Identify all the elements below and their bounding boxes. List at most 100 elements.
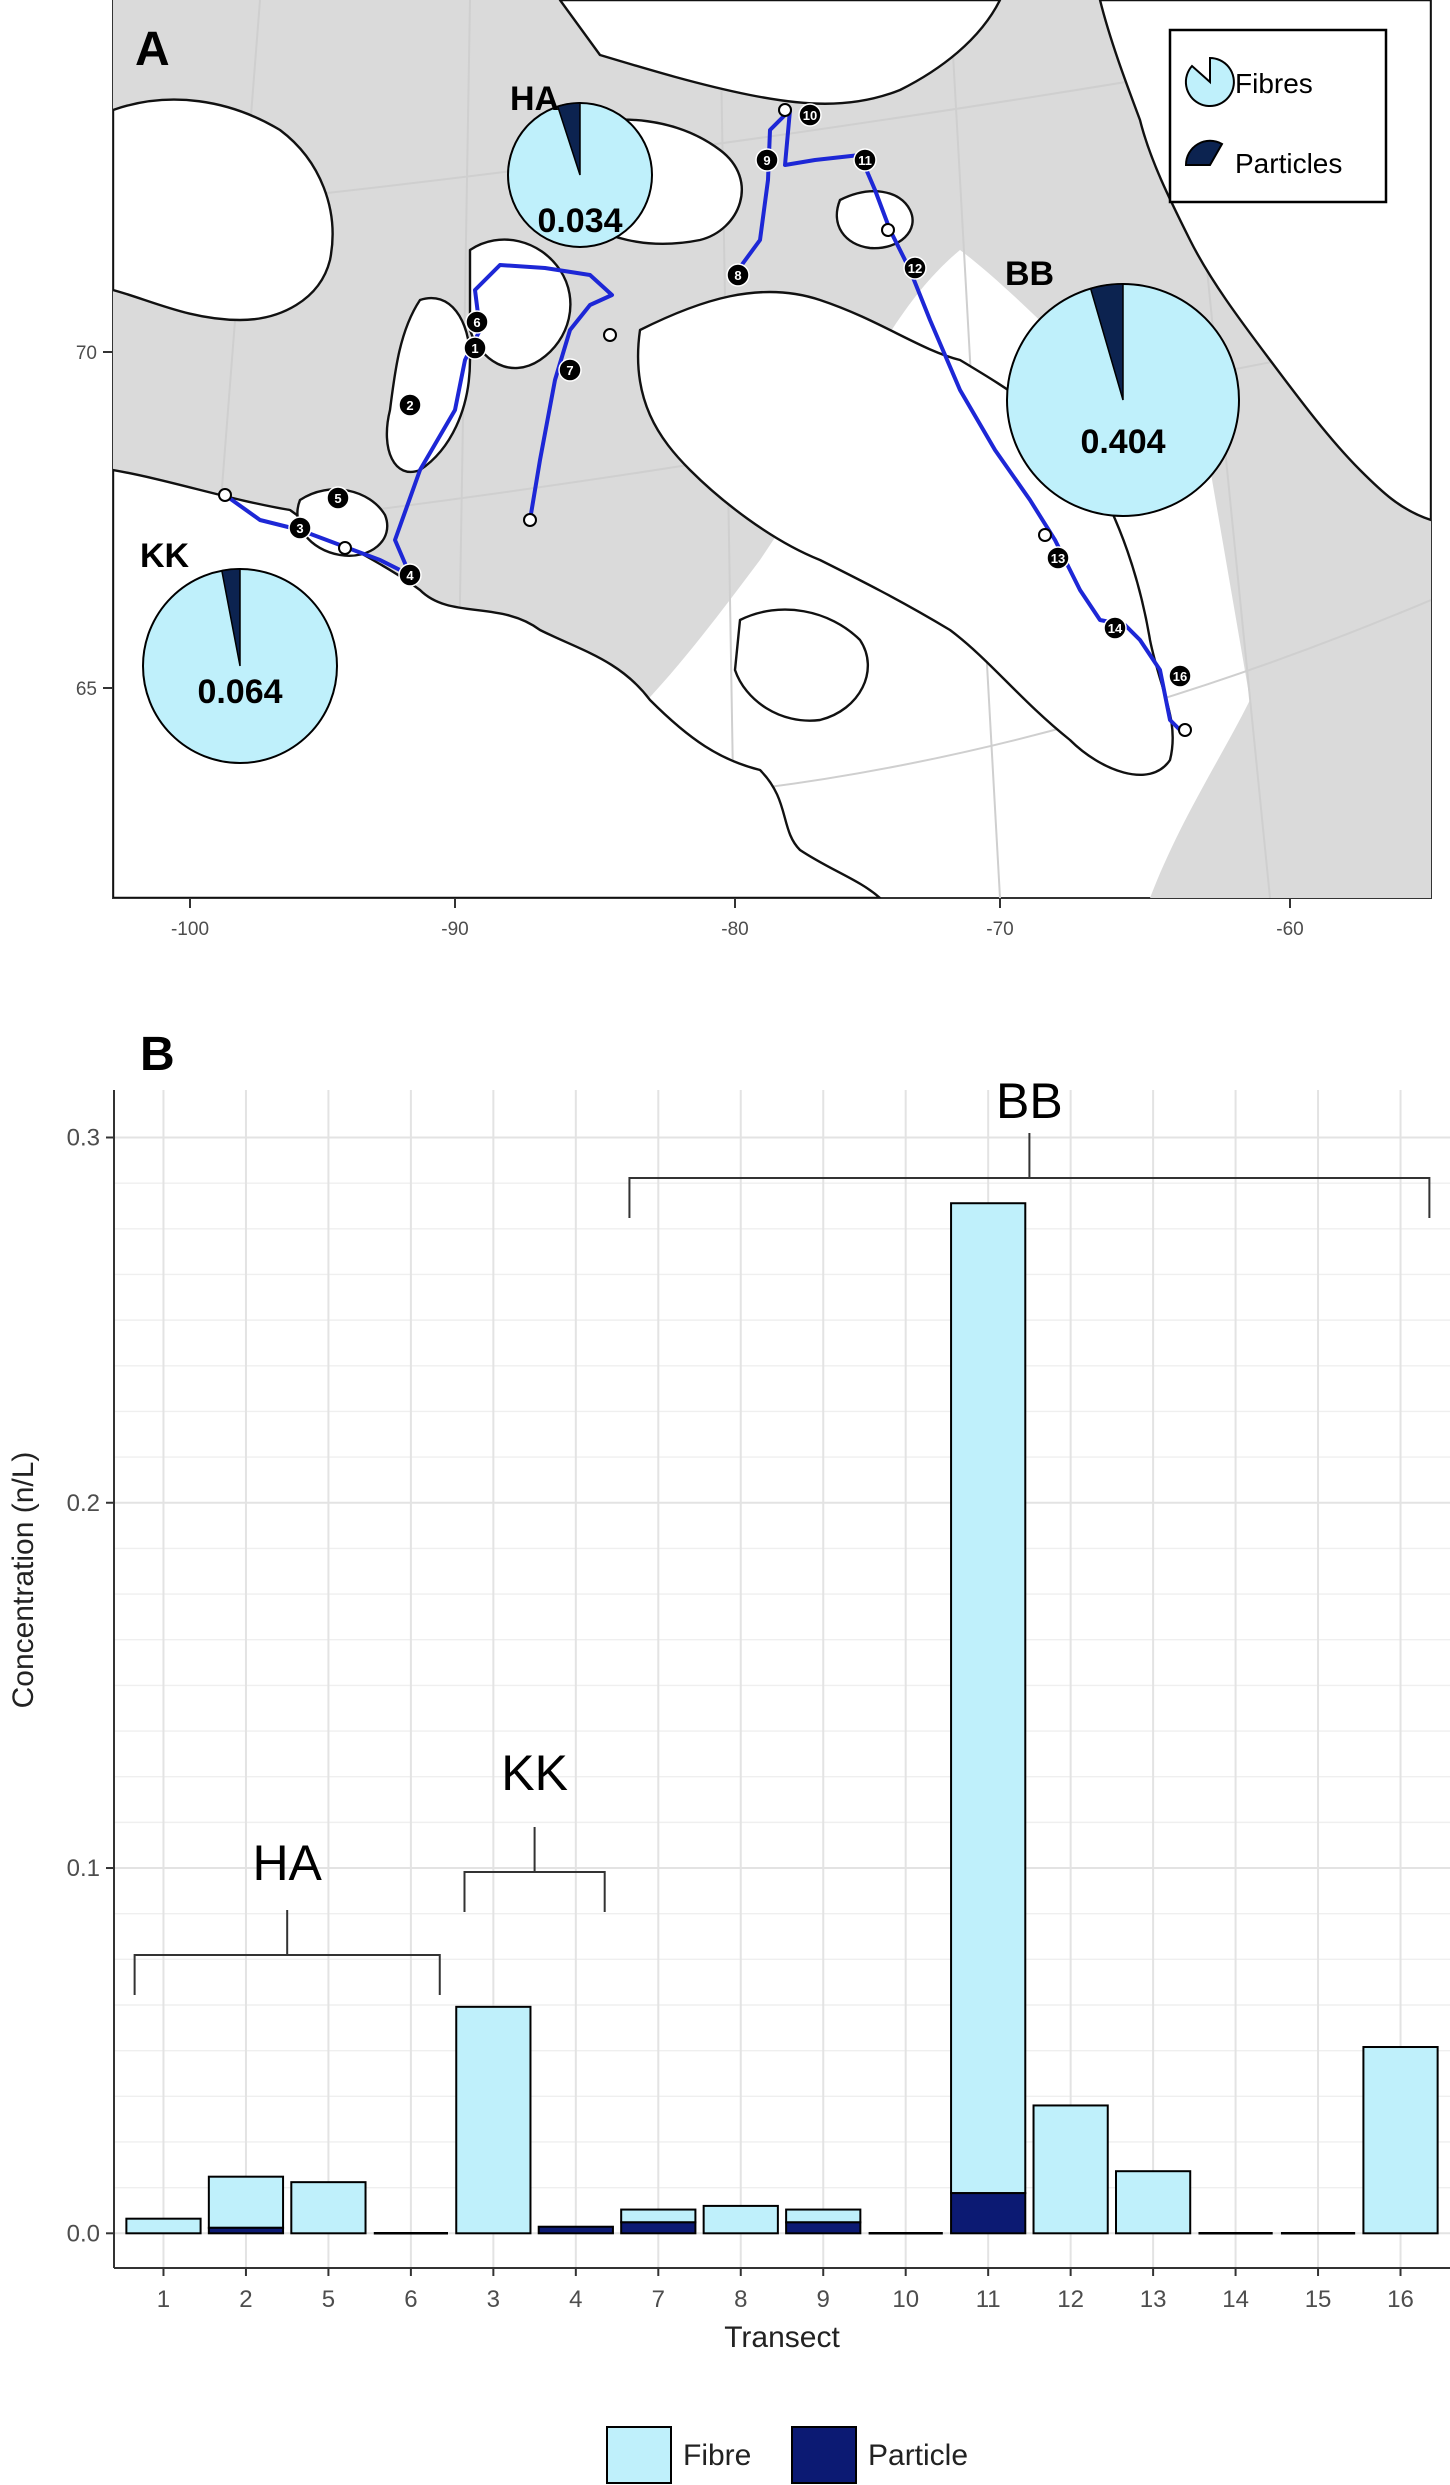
x-tick-label: 16 bbox=[1387, 2286, 1414, 2313]
region-label: HA bbox=[510, 80, 559, 118]
panel-a-letter: A bbox=[135, 23, 170, 76]
station-marker: 13 bbox=[1046, 546, 1070, 570]
bar-fibre bbox=[1032, 2104, 1109, 2235]
station-marker: 9 bbox=[755, 148, 779, 172]
fibre-wedge-icon bbox=[1184, 56, 1235, 107]
bar-fibre bbox=[1115, 2170, 1192, 2235]
region-total: 0.034 bbox=[537, 202, 622, 240]
bar-fibre bbox=[125, 2217, 202, 2235]
group-label: KK bbox=[501, 1745, 568, 1801]
map-x-tick: -100 bbox=[171, 919, 209, 940]
bar-particle bbox=[785, 2221, 862, 2235]
x-tick-label: 15 bbox=[1305, 2286, 1332, 2313]
chart-y-axis: 0.0 0.1 0.2 0.3 bbox=[67, 1090, 115, 2268]
x-tick-label: 8 bbox=[734, 2286, 747, 2313]
bar-chart-panel: B 0.00.10.20.3 1 2 5 6 3 4 7 8 9 10 11 12 13 14 15 16 H… bbox=[7, 1028, 1450, 2484]
bar-particle bbox=[620, 2221, 697, 2235]
station-marker: 11 bbox=[853, 148, 877, 172]
legend-swatch bbox=[606, 2426, 672, 2484]
x-tick-label: 10 bbox=[892, 2286, 919, 2313]
region-label: KK bbox=[140, 537, 190, 575]
bar-fibre bbox=[785, 2208, 862, 2224]
bar-particle bbox=[207, 2226, 285, 2235]
group-bracket bbox=[463, 1827, 606, 1912]
x-tick-label: 3 bbox=[487, 2286, 500, 2313]
map-legend-box bbox=[1168, 28, 1388, 204]
x-tick-label: 1 bbox=[157, 2286, 170, 2313]
y-tick-label: 0.2 bbox=[67, 1490, 100, 1517]
bar-fibre bbox=[290, 2181, 367, 2235]
station-label: 3 bbox=[296, 521, 303, 536]
bar-fibre bbox=[702, 2204, 779, 2235]
station-label: 7 bbox=[566, 363, 573, 378]
station-label: 6 bbox=[473, 315, 480, 330]
y-tick-label: 0.0 bbox=[67, 2220, 100, 2247]
particle-wedge-icon bbox=[1184, 139, 1224, 166]
chart-x-axis: 1 2 5 6 3 4 7 8 9 10 11 12 13 14 15 16 bbox=[114, 2267, 1450, 2313]
landmass-ellesmere-island bbox=[558, 0, 1002, 105]
station-label: 1 bbox=[471, 341, 478, 356]
x-tick-label: 9 bbox=[817, 2286, 830, 2313]
route-endpoint bbox=[218, 488, 232, 502]
landmass-southampton-island bbox=[733, 608, 870, 722]
landmass-baffin-island bbox=[636, 290, 1174, 777]
station-marker: 6 bbox=[465, 310, 489, 334]
legend-particles-label: Particles bbox=[1235, 148, 1342, 179]
map-y-tick: 65 bbox=[76, 679, 97, 700]
station-label: 12 bbox=[908, 261, 922, 276]
station-label: 16 bbox=[1173, 669, 1187, 684]
route-endpoint bbox=[603, 328, 617, 342]
legend-swatch bbox=[791, 2426, 857, 2484]
map-y-tick: 70 bbox=[76, 343, 97, 364]
chart-legend-item: Fibre bbox=[606, 2426, 751, 2484]
x-axis-title: Transect bbox=[724, 2321, 840, 2354]
station-marker: 7 bbox=[558, 358, 582, 382]
route-endpoint bbox=[778, 103, 792, 117]
bar-fibre bbox=[620, 2208, 697, 2224]
station-label: 8 bbox=[734, 268, 741, 283]
bar-fibre bbox=[1362, 2046, 1439, 2235]
landmass-bylot-island bbox=[835, 190, 914, 250]
legend-label: Fibre bbox=[683, 2439, 751, 2472]
x-tick-label: 2 bbox=[239, 2286, 252, 2313]
x-tick-label: 5 bbox=[322, 2286, 335, 2313]
chart-legend: Fibre Particle bbox=[606, 2426, 968, 2484]
station-label: 10 bbox=[803, 108, 817, 123]
region-total: 0.064 bbox=[197, 673, 282, 711]
station-marker: 12 bbox=[903, 256, 927, 280]
region-total: 0.404 bbox=[1080, 423, 1165, 461]
route-endpoint bbox=[523, 513, 537, 527]
chart-legend-item: Particle bbox=[791, 2426, 968, 2484]
pie-particle-slice bbox=[220, 568, 241, 667]
station-marker: 14 bbox=[1103, 616, 1127, 640]
x-tick-label: 7 bbox=[652, 2286, 665, 2313]
x-tick-label: 12 bbox=[1057, 2286, 1084, 2313]
bar-particle bbox=[950, 2192, 1027, 2235]
x-tick-label: 6 bbox=[404, 2286, 417, 2313]
chart-group-brackets: HA KK BB bbox=[133, 1073, 1431, 1995]
bar-particle bbox=[537, 2225, 614, 2235]
bar-fibre bbox=[950, 1202, 1027, 2195]
station-marker: 3 bbox=[288, 516, 312, 540]
station-label: 2 bbox=[406, 398, 413, 413]
legend-label: Particle bbox=[868, 2439, 968, 2472]
landmass-victoria-island bbox=[113, 98, 334, 322]
x-tick-label: 14 bbox=[1222, 2286, 1249, 2313]
station-label: 5 bbox=[334, 491, 341, 506]
x-tick-label: 11 bbox=[976, 2286, 1001, 2313]
region-pie bbox=[1006, 283, 1240, 517]
region-label: BB bbox=[1005, 255, 1054, 293]
route-endpoint bbox=[1038, 528, 1052, 542]
map-x-tick: -90 bbox=[441, 919, 468, 940]
pie-particle-slice bbox=[556, 102, 581, 176]
route-endpoint bbox=[338, 541, 352, 555]
station-marker: 16 bbox=[1168, 664, 1192, 688]
chart-bars bbox=[125, 1202, 1439, 2235]
y-axis-title: Concentration (n/L) bbox=[7, 1452, 40, 1709]
x-tick-label: 4 bbox=[569, 2286, 582, 2313]
group-bracket bbox=[133, 1910, 441, 1995]
station-label: 9 bbox=[763, 153, 770, 168]
y-tick-label: 0.1 bbox=[67, 1855, 100, 1882]
